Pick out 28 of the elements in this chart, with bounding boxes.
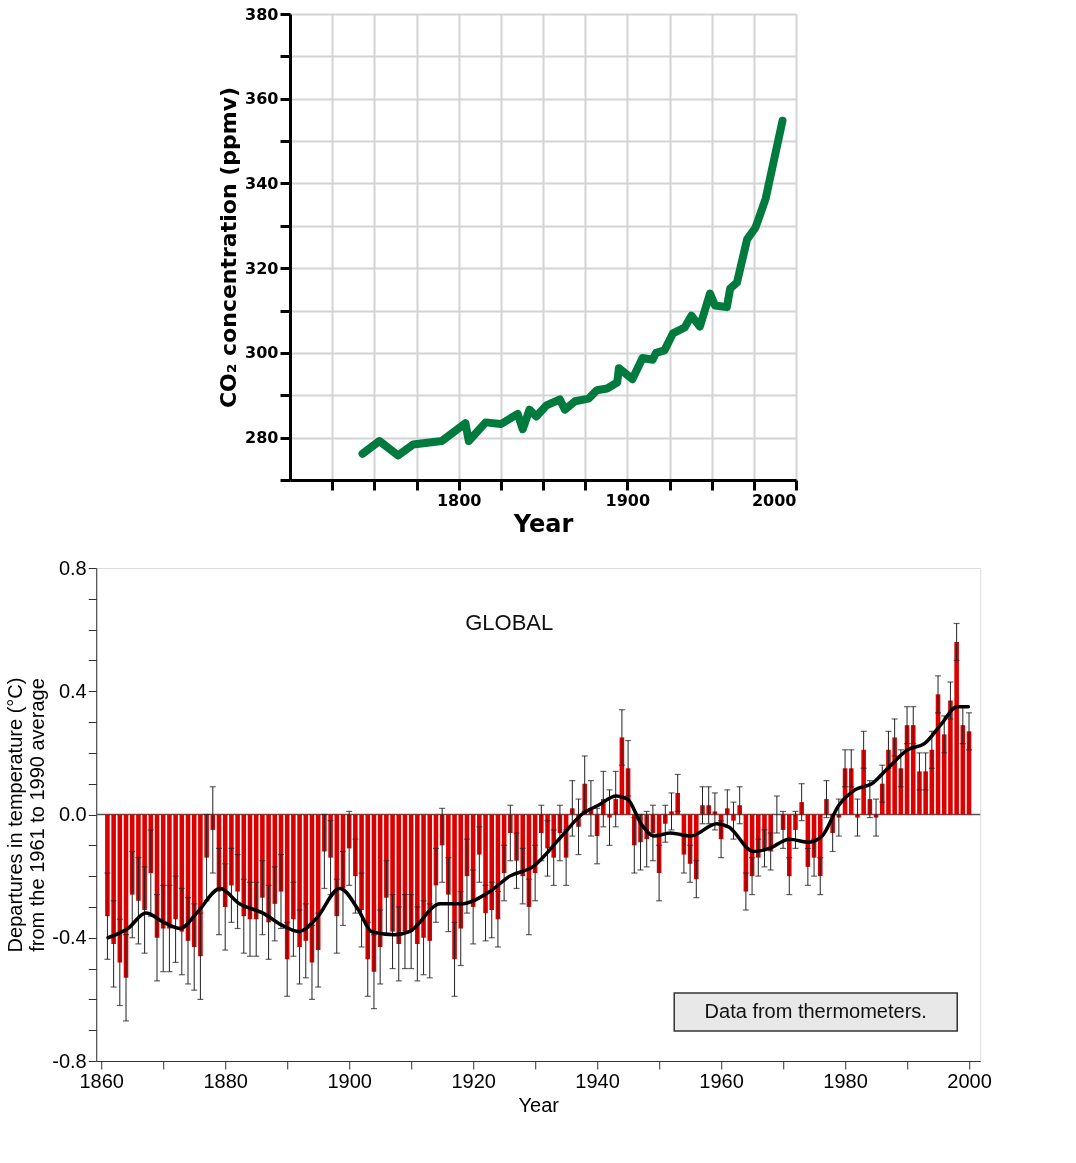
y-tick-label: 340: [245, 173, 279, 193]
x-tick-label: 1980: [823, 1069, 868, 1092]
y-tick-label: 300: [245, 343, 279, 363]
y-tick-label: -0.8: [52, 1049, 87, 1072]
x-tick-label: 1940: [575, 1069, 620, 1092]
y-axis-title: CO₂ concentration (ppmv): [216, 86, 242, 409]
x-tick-label: 1800: [436, 490, 482, 510]
y-tick-label: 360: [245, 89, 279, 109]
annotation: Data from thermometers.: [704, 1000, 927, 1022]
y-tick-label: -0.4: [52, 926, 87, 949]
x-tick-label: 2000: [947, 1069, 992, 1092]
x-axis-title: Year: [512, 509, 574, 538]
x-tick-label: 2000: [751, 490, 797, 510]
annotation: GLOBAL: [465, 610, 554, 635]
x-axis-title: Year: [518, 1093, 560, 1116]
y-tick-label: 320: [245, 258, 279, 278]
x-tick-label: 1920: [451, 1069, 496, 1092]
y-tick-label: 380: [245, 4, 279, 24]
y-tick-label: 0.4: [58, 679, 87, 702]
y-tick-label: 0.0: [58, 803, 87, 825]
y-tick-label: 0.8: [58, 556, 87, 579]
y-axis-title: Departures in temperature (°C) from the 1961 to 1990 average: [4, 677, 49, 953]
y-tick-label: 280: [245, 428, 279, 448]
x-tick-label: 1860: [79, 1069, 124, 1092]
x-tick-label: 1900: [327, 1069, 372, 1092]
x-tick-label: 1960: [699, 1069, 744, 1092]
x-tick-label: 1880: [203, 1069, 248, 1092]
x-tick-label: 1900: [605, 490, 651, 510]
